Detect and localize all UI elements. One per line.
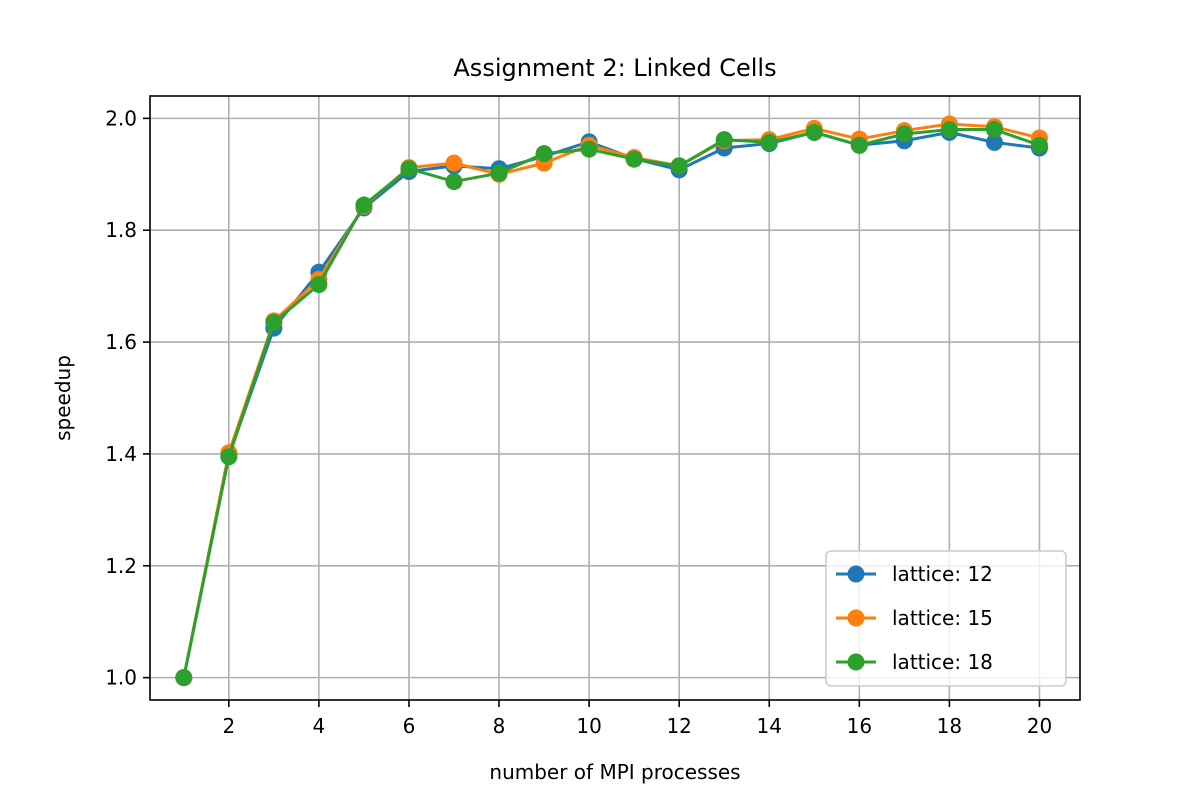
data-point [940,121,958,139]
y-tick-label: 1.2 [105,554,137,578]
x-tick-label: 6 [403,714,416,738]
data-point [445,154,463,172]
y-axis-label: speedup [51,355,75,441]
x-tick-label: 16 [847,714,872,738]
data-point [670,157,688,175]
chart-title: Assignment 2: Linked Cells [453,54,776,82]
axis-ticks: 2 4 6 8 10 12 14 16 18 20 1.0 1.2 1.4 1.6 1.8 2.0 [105,106,1052,738]
data-point [220,448,238,466]
legend-item-lattice-15: lattice: 15 [836,606,993,630]
x-tick-label: 18 [937,714,962,738]
plot-area-frame [149,95,1081,701]
x-tick-label: 8 [493,714,506,738]
data-point [850,136,868,154]
x-tick-label: 20 [1027,714,1052,738]
data-point [175,669,193,687]
data-point [310,275,328,293]
legend-box [825,550,1067,687]
y-tick-label: 1.4 [105,442,137,466]
legend-marker-swatch [847,565,865,583]
y-tick-label: 2.0 [105,106,137,130]
data-point [445,173,463,191]
x-tick-label: 12 [666,714,691,738]
legend-marker-swatch [847,653,865,671]
x-tick-label: 4 [313,714,326,738]
x-axis-label: number of MPI processes [489,760,740,784]
data-point [760,133,778,151]
y-tick-label: 1.6 [105,330,137,354]
data-point [535,145,553,163]
data-point [400,160,418,178]
data-point [985,121,1003,139]
legend-label: lattice: 15 [892,606,993,630]
legend: lattice: 12 lattice: 15 lattice: 18 [825,550,1067,687]
x-tick-label: 10 [576,714,601,738]
data-point [805,123,823,141]
plot-series [175,115,1048,687]
legend-marker-swatch [847,609,865,627]
data-point [490,164,508,182]
grid-lines [150,96,1080,700]
y-tick-label: 1.0 [105,666,137,690]
legend-label: lattice: 18 [892,650,993,674]
data-point [1030,136,1048,154]
legend-item-lattice-18: lattice: 18 [836,650,993,674]
legend-label: lattice: 12 [892,562,993,586]
x-tick-label: 2 [222,714,235,738]
legend-item-lattice-12: lattice: 12 [836,562,993,586]
y-tick-label: 1.8 [105,218,137,242]
data-point [625,150,643,168]
data-point [355,196,373,214]
series-lattice-18 [175,121,1048,687]
data-point [715,131,733,149]
x-tick-label: 14 [757,714,782,738]
data-point [580,140,598,158]
data-point [265,314,283,331]
data-point [985,133,1003,151]
data-point [895,125,913,143]
